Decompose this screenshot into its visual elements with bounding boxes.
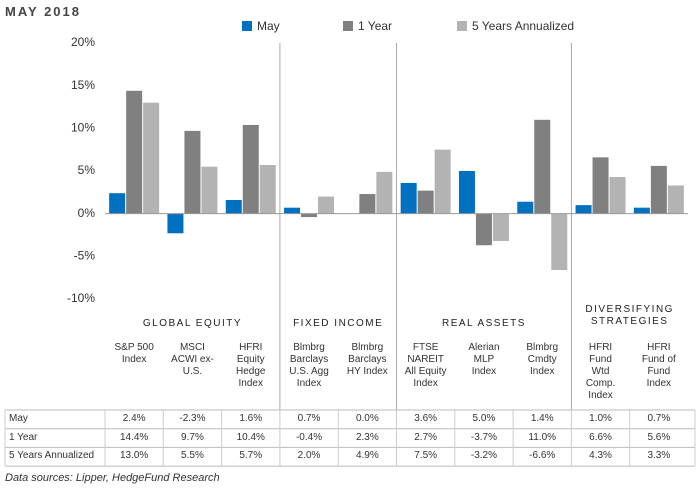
bar: [434, 149, 451, 214]
y-tick-label: 0%: [78, 206, 96, 220]
x-tick-label: FTSE NAREIT All Equity Index: [404, 342, 447, 389]
table-cell: 5.7%: [239, 450, 263, 462]
bar: [284, 207, 301, 214]
bar: [534, 119, 551, 214]
bar: [167, 213, 184, 234]
bar: [109, 193, 126, 214]
group-label: FIXED INCOME: [293, 318, 384, 329]
bar: [609, 176, 626, 214]
bar: [592, 157, 609, 214]
bar: [400, 182, 417, 214]
bar: [551, 213, 568, 270]
y-tick-label: -10%: [67, 291, 95, 305]
chart-title: MAY 2018: [5, 4, 81, 19]
x-tick-label: Alerian MLP Index: [468, 342, 500, 377]
table-cell: -6.6%: [529, 450, 556, 462]
table-cell: 3.6%: [414, 413, 438, 424]
legend-label: 1 Year: [358, 19, 392, 33]
bar: [667, 185, 684, 214]
table-cell: 0.0%: [355, 413, 379, 424]
table-cell: 2.7%: [414, 431, 438, 443]
group-label: REAL ASSETS: [441, 318, 526, 329]
table-cell: 11.0%: [528, 431, 557, 443]
table-cell: 10.4%: [236, 431, 265, 443]
table-cell: 1.4%: [530, 413, 554, 424]
bar: [517, 201, 534, 214]
y-tick-label: -5%: [74, 249, 96, 263]
table-cell: 6.6%: [589, 431, 612, 443]
bar: [633, 207, 650, 214]
y-tick-label: 10%: [71, 121, 95, 135]
table-cell: 14.4%: [119, 431, 149, 443]
y-tick-label: 15%: [71, 78, 95, 92]
footnote: Data sources: Lipper, HedgeFund Research: [5, 472, 220, 484]
x-tick-label: Blmbrg Cmdty Index: [526, 342, 559, 377]
bar: [475, 213, 492, 246]
bar: [126, 90, 143, 214]
table-cell: 9.7%: [181, 431, 204, 443]
legend-label: 5 Years Annualized: [472, 19, 574, 33]
x-tick-label: Blmbrg Barclays U.S. Agg Index: [289, 342, 329, 389]
group-label: DIVERSIFYING STRATEGIES: [585, 304, 674, 327]
x-tick-label: MSCI ACWI ex- U.S.: [171, 342, 214, 377]
y-tick-label: 20%: [71, 35, 95, 49]
bar: [143, 102, 160, 214]
bar: [201, 166, 218, 214]
y-tick-label: 5%: [78, 163, 96, 177]
table-cell: 5.6%: [647, 431, 671, 443]
table-cell: 1.0%: [589, 413, 612, 424]
legend-swatch: [242, 21, 252, 31]
bar: [492, 213, 509, 241]
bar: [184, 130, 201, 214]
table-cell: -0.4%: [295, 431, 323, 443]
table-cell: -3.7%: [470, 431, 497, 443]
group-label: GLOBAL EQUITY: [142, 318, 243, 329]
x-tick-label: HFRI Equity Hedge Index: [236, 342, 266, 389]
table-cell: 4.3%: [589, 450, 612, 462]
bar: [259, 165, 276, 214]
table-cell: 2.3%: [355, 431, 379, 443]
table-cell: 5.0%: [472, 413, 496, 424]
table-cell: 2.4%: [122, 413, 146, 424]
bar: [376, 171, 393, 214]
bar: [650, 165, 667, 214]
legend-swatch: [343, 21, 353, 31]
table-row-label: May: [9, 413, 28, 424]
bar: [417, 190, 434, 214]
x-tick-label: HFRI Fund Wtd Comp. Index: [585, 342, 616, 401]
bar: [225, 200, 242, 214]
table-row-label: 5 Years Annualized: [9, 450, 95, 462]
table-cell: 7.5%: [414, 450, 438, 462]
table-cell: 13.0%: [119, 450, 149, 462]
table-cell: 4.9%: [355, 450, 379, 462]
bar: [301, 213, 318, 218]
bar: [242, 124, 259, 214]
table-cell: 1.6%: [239, 413, 263, 424]
table-cell: -3.2%: [470, 450, 497, 462]
table-cell: 0.7%: [297, 413, 321, 424]
x-tick-label: S&P 500 Index: [114, 342, 154, 365]
table-cell: -2.3%: [179, 413, 206, 424]
bar: [359, 194, 376, 214]
table-row-label: 1 Year: [9, 431, 38, 443]
legend-label: May: [257, 19, 280, 33]
legend-swatch: [457, 21, 467, 31]
bar: [575, 205, 592, 214]
table-cell: 0.7%: [647, 413, 671, 424]
bar: [318, 196, 335, 214]
table-cell: 5.5%: [181, 450, 204, 462]
bar: [458, 171, 475, 214]
x-tick-label: HFRI Fund of Fund Index: [641, 342, 676, 389]
table-cell: 2.0%: [297, 450, 321, 462]
x-tick-label: Blmbrg Barclays HY Index: [346, 342, 388, 377]
table-cell: 3.3%: [647, 450, 671, 462]
